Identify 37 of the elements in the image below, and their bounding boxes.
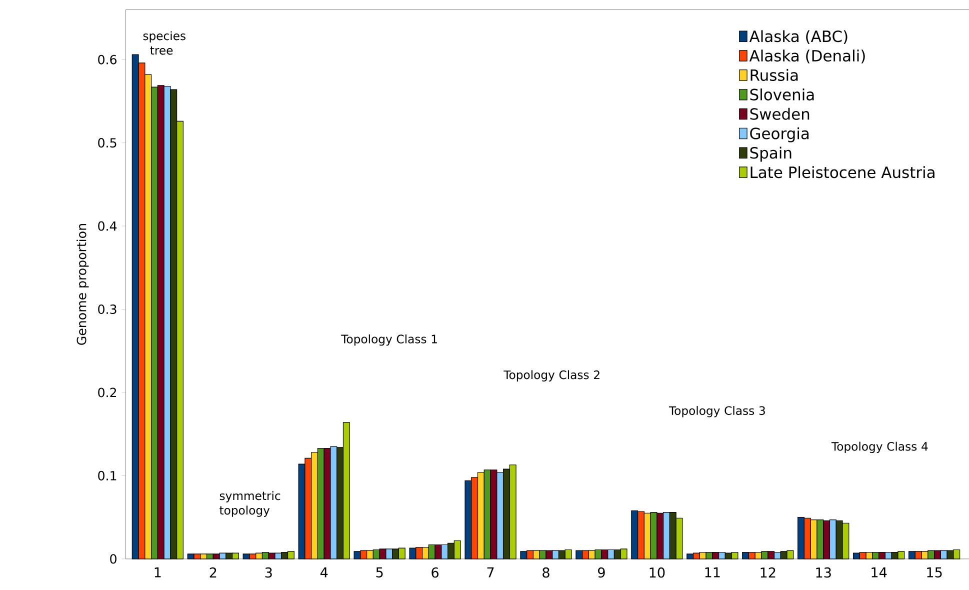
annotation: species tree xyxy=(143,31,186,55)
x-tick-label: 5 xyxy=(376,567,383,578)
x-tick-label: 9 xyxy=(598,567,605,578)
legend-label: Late Pleistocene Austria xyxy=(750,166,934,178)
y-tick-label: 0.6 xyxy=(98,54,116,64)
annotation: Topology Class 1 xyxy=(341,334,437,346)
x-tick-label: 12 xyxy=(760,567,776,578)
legend-label: Slovenia xyxy=(750,88,814,101)
annotation: symmetric topology xyxy=(220,491,280,517)
x-tick-label: 2 xyxy=(210,567,216,578)
x-tick-label: 1 xyxy=(154,567,161,578)
x-tick-label: 4 xyxy=(320,567,328,578)
legend-label: Alaska (Denali) xyxy=(749,50,865,64)
x-tick-label: 11 xyxy=(705,567,720,578)
y-tick-label: 0.3 xyxy=(98,304,116,314)
x-tick-label: 13 xyxy=(816,567,831,578)
x-tick-label: 3 xyxy=(265,567,272,578)
annotation: Topology Class 3 xyxy=(668,406,765,418)
y-axis-title: Genome proportion xyxy=(76,224,89,345)
x-tick-label: 6 xyxy=(432,567,438,578)
y-tick-label: 0.2 xyxy=(98,388,116,398)
legend-label: Russia xyxy=(750,69,798,82)
legend-label: Spain xyxy=(750,146,792,162)
x-tick-label: 10 xyxy=(650,567,665,578)
x-tick-label: 7 xyxy=(487,567,494,578)
x-tick-label: 8 xyxy=(542,567,550,578)
legend-label: Sweden xyxy=(750,108,810,120)
y-tick-label: 0.4 xyxy=(98,221,117,231)
annotation: Topology Class 2 xyxy=(504,370,600,382)
annotation: Topology Class 4 xyxy=(831,442,928,454)
y-tick-label: 0.5 xyxy=(98,138,116,148)
x-tick-label: 14 xyxy=(872,567,887,578)
y-tick-label: 0 xyxy=(110,554,116,564)
legend-label: Georgia xyxy=(750,127,809,142)
y-tick-label: 0.1 xyxy=(98,470,116,481)
legend-label: Alaska (ABC) xyxy=(749,30,848,44)
x-tick-label: 15 xyxy=(927,567,942,578)
